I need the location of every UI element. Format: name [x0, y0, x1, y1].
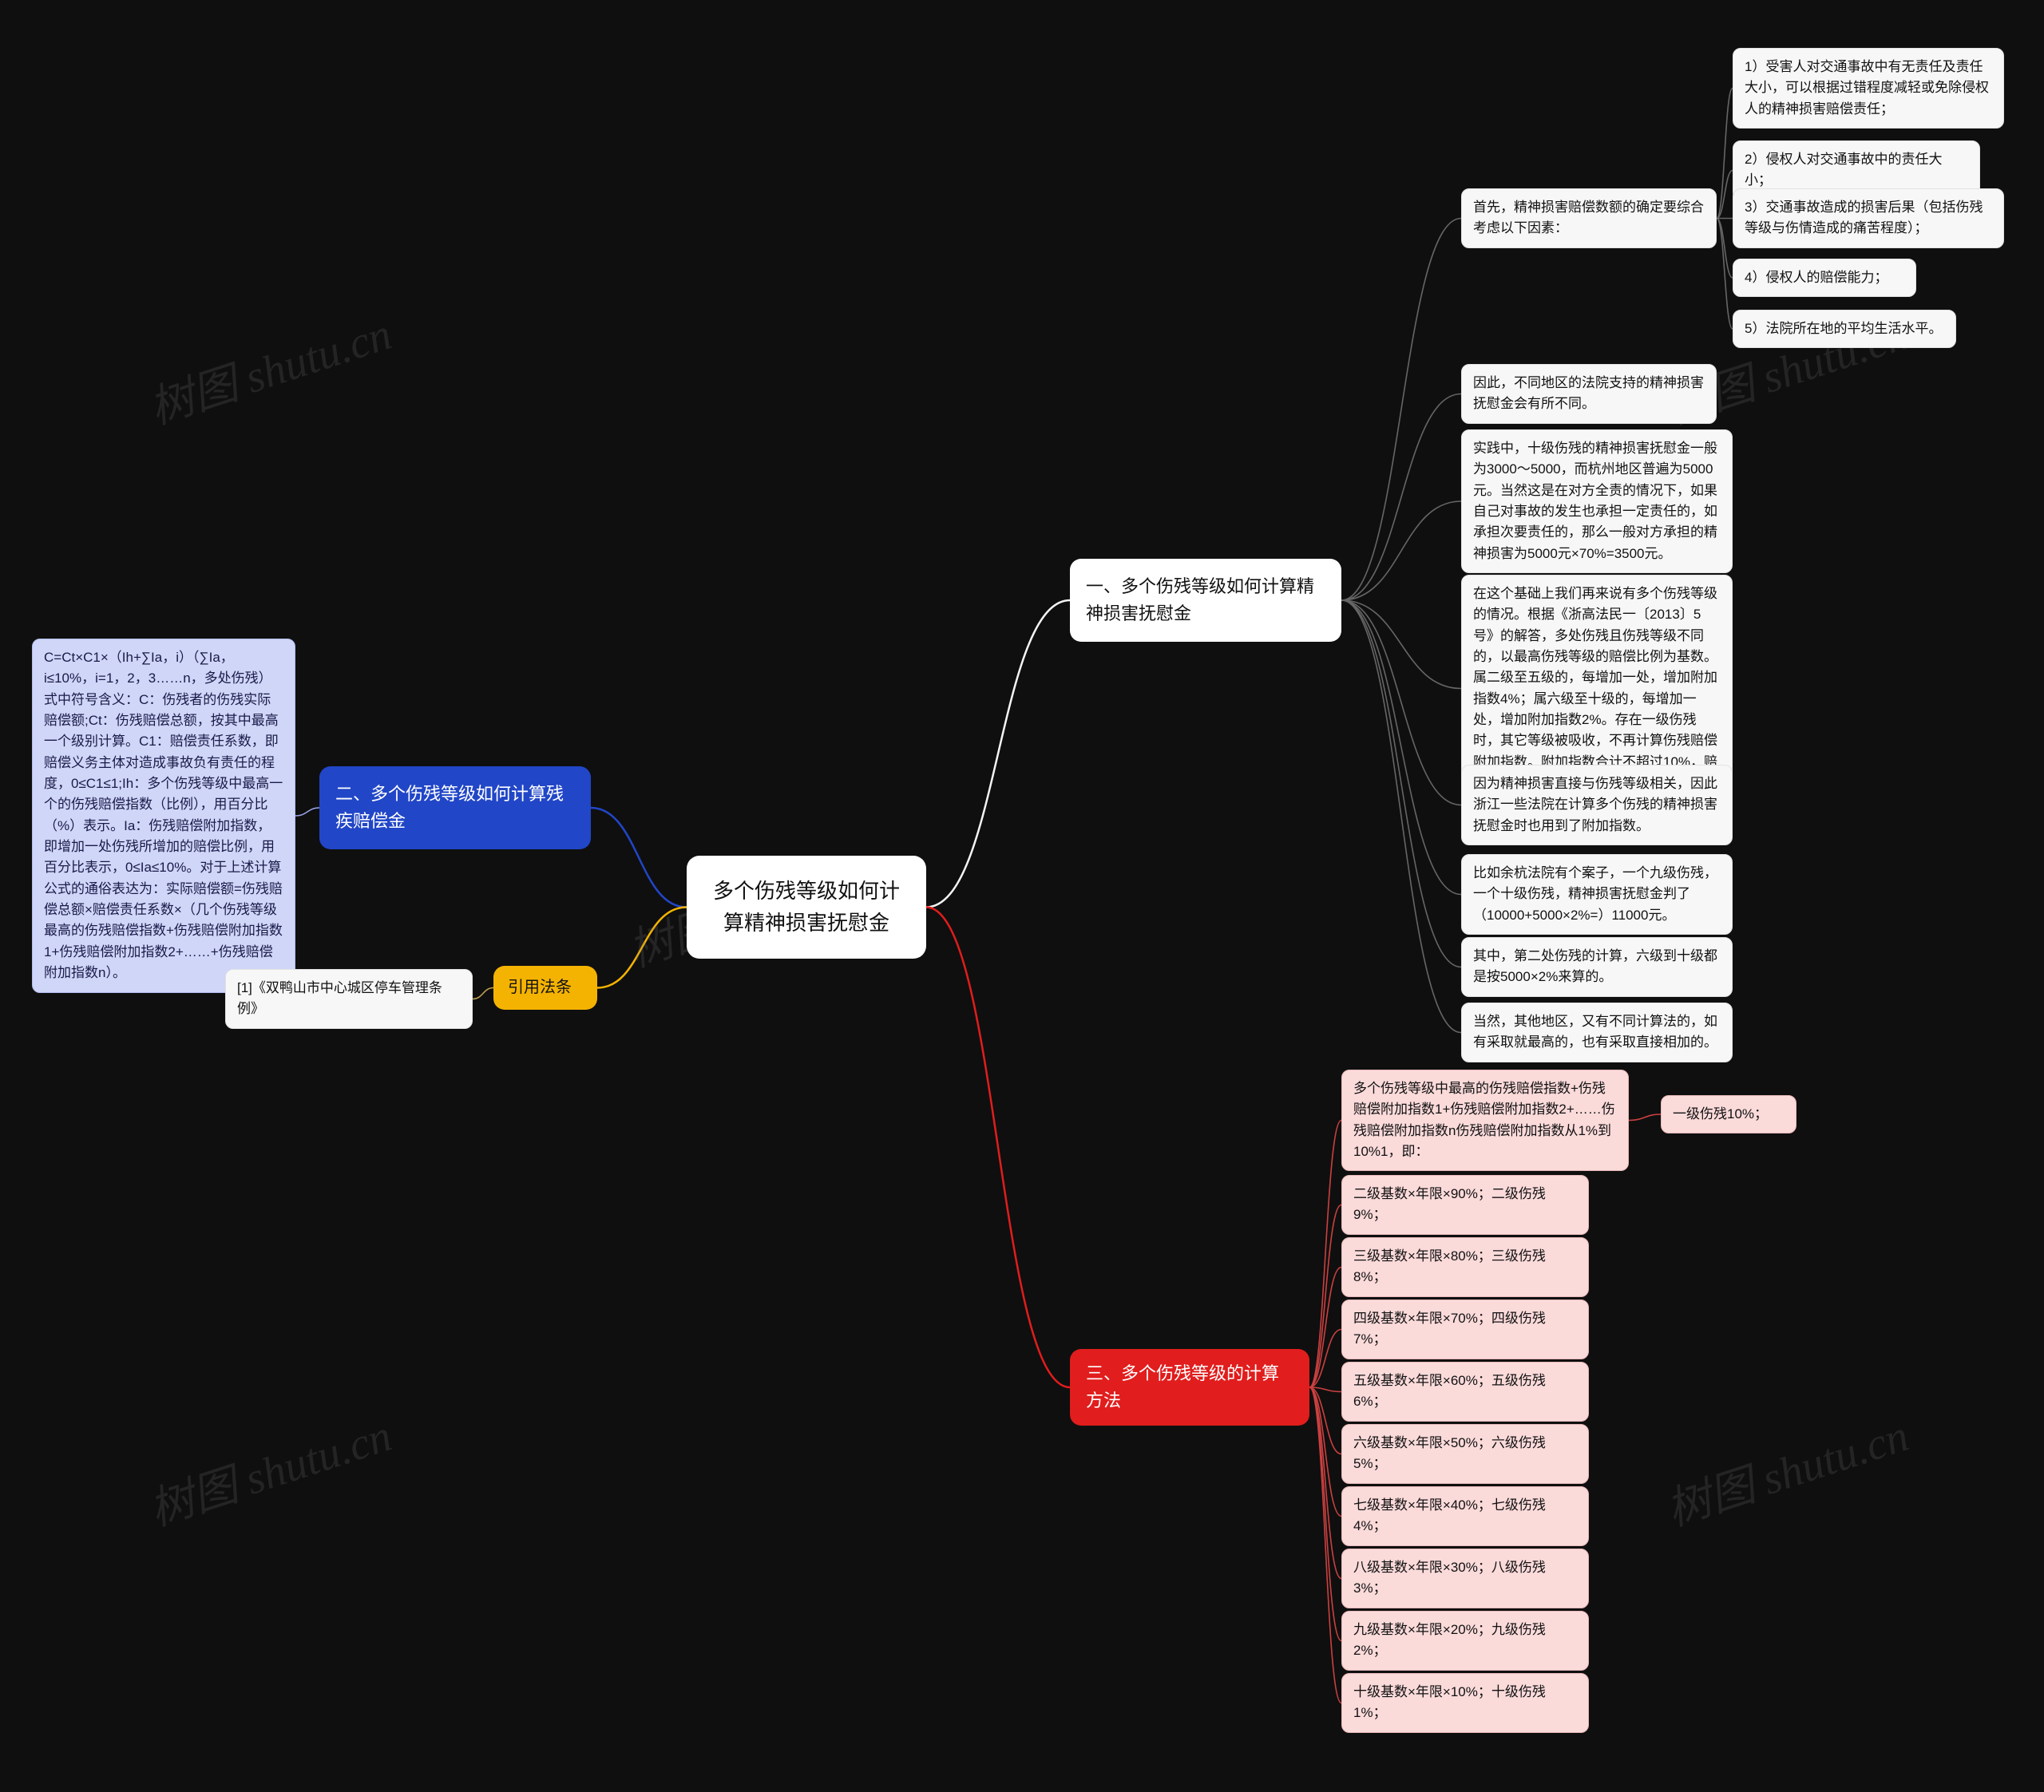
b1-leaf-0: 首先，精神损害赔偿数额的确定要综合考虑以下因素：	[1461, 188, 1717, 248]
b1-leaf-0-leaf-0: 1）受害人对交通事故中有无责任及责任大小，可以根据过错程度减轻或免除侵权人的精神…	[1733, 48, 2004, 129]
root-node[interactable]: 多个伤残等级如何计算精神损害抚慰金	[687, 856, 926, 959]
b3-leaf-9: 十级基数×年限×10%；十级伤残1%；	[1341, 1673, 1589, 1733]
branch-2[interactable]: 二、多个伤残等级如何计算残疾赔偿金	[319, 766, 591, 849]
b3-leaf-1-label: 二级基数×年限×90%；二级伤残9%；	[1353, 1186, 1546, 1222]
b3-leaf-3: 四级基数×年限×70%；四级伤残7%；	[1341, 1299, 1589, 1359]
b4-leaf-0: [1]《双鸭山市中心城区停车管理条例》	[225, 969, 473, 1029]
b3-leaf-1: 二级基数×年限×90%；二级伤残9%；	[1341, 1175, 1589, 1235]
b1-leaf-6-label: 其中，第二处伤残的计算，六级到十级都是按5000×2%来算的。	[1473, 948, 1717, 984]
b1-leaf-1-label: 因此，不同地区的法院支持的精神损害抚慰金会有所不同。	[1473, 375, 1704, 411]
b1-leaf-0-leaf-0-label: 1）受害人对交通事故中有无责任及责任大小，可以根据过错程度减轻或免除侵权人的精神…	[1745, 59, 1989, 117]
b1-leaf-0-leaf-4-label: 5）法院所在地的平均生活水平。	[1745, 321, 1942, 336]
b1-leaf-3-label: 在这个基础上我们再来说有多个伤残等级的情况。根据《浙高法民一〔2013〕5号》的…	[1473, 586, 1717, 790]
b3-leaf-7-label: 八级基数×年限×30%；八级伤残3%；	[1353, 1560, 1546, 1596]
b1-leaf-0-leaf-3-label: 4）侵权人的赔偿能力；	[1745, 270, 1888, 285]
root-node-label: 多个伤残等级如何计算精神损害抚慰金	[713, 879, 900, 935]
b2-leaf-0: C=Ct×C1×（Ih+∑Ia，i）（∑Ia，i≤10%，i=1，2，3……n，…	[32, 639, 295, 993]
b3-leaf-9-label: 十级基数×年限×10%；十级伤残1%；	[1353, 1684, 1546, 1720]
b3-leaf-0-leaf-0: 一级伤残10%；	[1661, 1095, 1796, 1133]
b1-leaf-4-label: 因为精神损害直接与伤残等级相关，因此浙江一些法院在计算多个伤残的精神损害抚慰金时…	[1473, 776, 1717, 833]
b3-leaf-8: 九级基数×年限×20%；九级伤残2%；	[1341, 1611, 1589, 1671]
b3-leaf-7: 八级基数×年限×30%；八级伤残3%；	[1341, 1549, 1589, 1608]
branch-4[interactable]: 引用法条	[493, 966, 597, 1010]
b1-leaf-0-leaf-2-label: 3）交通事故造成的损害后果（包括伤残等级与伤情造成的痛苦程度）；	[1745, 200, 1983, 235]
b3-leaf-5-label: 六级基数×年限×50%；六级伤残5%；	[1353, 1435, 1546, 1471]
b3-leaf-6: 七级基数×年限×40%；七级伤残4%；	[1341, 1486, 1589, 1546]
b4-leaf-0-label: [1]《双鸭山市中心城区停车管理条例》	[237, 980, 442, 1016]
b1-leaf-5: 比如余杭法院有个案子，一个九级伤残，一个十级伤残，精神损害抚慰金判了（10000…	[1461, 854, 1733, 935]
b3-leaf-4: 五级基数×年限×60%；五级伤残6%；	[1341, 1362, 1589, 1422]
b1-leaf-0-leaf-1-label: 2）侵权人对交通事故中的责任大小；	[1745, 152, 1942, 188]
b1-leaf-1: 因此，不同地区的法院支持的精神损害抚慰金会有所不同。	[1461, 364, 1717, 424]
b1-leaf-6: 其中，第二处伤残的计算，六级到十级都是按5000×2%来算的。	[1461, 937, 1733, 997]
b1-leaf-2: 实践中，十级伤残的精神损害抚慰金一般为3000～5000，而杭州地区普遍为500…	[1461, 429, 1733, 573]
b1-leaf-2-label: 实践中，十级伤残的精神损害抚慰金一般为3000～5000，而杭州地区普遍为500…	[1473, 441, 1717, 561]
b1-leaf-0-leaf-4: 5）法院所在地的平均生活水平。	[1733, 310, 1956, 348]
b1-leaf-4: 因为精神损害直接与伤残等级相关，因此浙江一些法院在计算多个伤残的精神损害抚慰金时…	[1461, 765, 1733, 845]
b1-leaf-7: 当然，其他地区，又有不同计算法的，如有采取就最高的，也有采取直接相加的。	[1461, 1003, 1733, 1062]
branch-3-label: 三、多个伤残等级的计算方法	[1086, 1363, 1279, 1410]
b3-leaf-8-label: 九级基数×年限×20%；九级伤残2%；	[1353, 1622, 1546, 1658]
b1-leaf-7-label: 当然，其他地区，又有不同计算法的，如有采取就最高的，也有采取直接相加的。	[1473, 1014, 1717, 1050]
branch-4-label: 引用法条	[508, 979, 572, 996]
branch-1-label: 一、多个伤残等级如何计算精神损害抚慰金	[1086, 576, 1314, 623]
branch-2-label: 二、多个伤残等级如何计算残疾赔偿金	[335, 784, 564, 831]
branch-3[interactable]: 三、多个伤残等级的计算方法	[1070, 1349, 1309, 1426]
b1-leaf-5-label: 比如余杭法院有个案子，一个九级伤残，一个十级伤残，精神损害抚慰金判了（10000…	[1473, 865, 1717, 923]
b3-leaf-3-label: 四级基数×年限×70%；四级伤残7%；	[1353, 1311, 1546, 1347]
b2-leaf-0-label: C=Ct×C1×（Ih+∑Ia，i）（∑Ia，i≤10%，i=1，2，3……n，…	[44, 650, 283, 980]
b1-leaf-0-label: 首先，精神损害赔偿数额的确定要综合考虑以下因素：	[1473, 200, 1704, 235]
b1-leaf-0-leaf-2: 3）交通事故造成的损害后果（包括伤残等级与伤情造成的痛苦程度）；	[1733, 188, 2004, 248]
b3-leaf-0-leaf-0-label: 一级伤残10%；	[1673, 1106, 1768, 1121]
b3-leaf-2-label: 三级基数×年限×80%；三级伤残8%；	[1353, 1248, 1546, 1284]
b3-leaf-4-label: 五级基数×年限×60%；五级伤残6%；	[1353, 1373, 1546, 1409]
branch-1[interactable]: 一、多个伤残等级如何计算精神损害抚慰金	[1070, 559, 1341, 642]
b3-leaf-6-label: 七级基数×年限×40%；七级伤残4%；	[1353, 1497, 1546, 1533]
b3-leaf-5: 六级基数×年限×50%；六级伤残5%；	[1341, 1424, 1589, 1484]
b3-leaf-0-label: 多个伤残等级中最高的伤残赔偿指数+伤残赔偿附加指数1+伤残赔偿附加指数2+……伤…	[1353, 1081, 1615, 1159]
b3-leaf-2: 三级基数×年限×80%；三级伤残8%；	[1341, 1237, 1589, 1297]
b3-leaf-0: 多个伤残等级中最高的伤残赔偿指数+伤残赔偿附加指数1+伤残赔偿附加指数2+……伤…	[1341, 1070, 1629, 1171]
b1-leaf-0-leaf-3: 4）侵权人的赔偿能力；	[1733, 259, 1916, 297]
